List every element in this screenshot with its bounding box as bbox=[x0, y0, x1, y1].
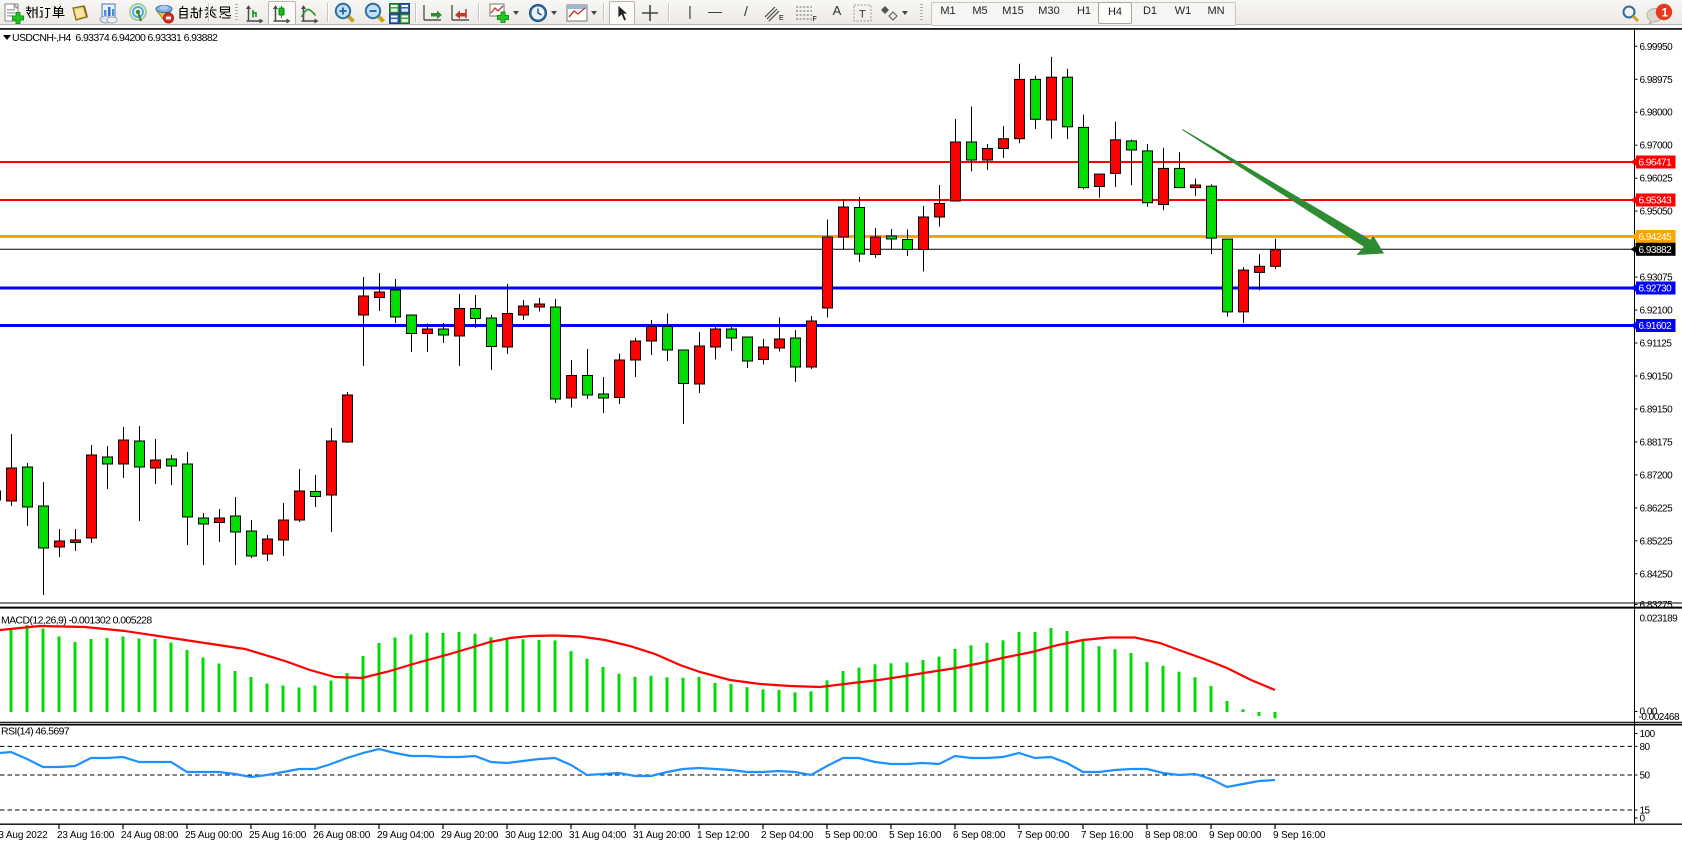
svg-text:6.91125: 6.91125 bbox=[1640, 339, 1673, 350]
svg-text:F: F bbox=[813, 16, 817, 22]
svg-text:29 Aug 04:00: 29 Aug 04:00 bbox=[377, 830, 435, 841]
svg-text:29 Aug 20:00: 29 Aug 20:00 bbox=[441, 830, 499, 841]
svg-text:31 Aug 20:00: 31 Aug 20:00 bbox=[633, 830, 691, 841]
svg-text:9 Sep 00:00: 9 Sep 00:00 bbox=[1209, 830, 1262, 841]
svg-text:50: 50 bbox=[1640, 771, 1651, 782]
svg-text:25 Aug 16:00: 25 Aug 16:00 bbox=[249, 830, 307, 841]
svg-text:1 Sep 12:00: 1 Sep 12:00 bbox=[697, 830, 750, 841]
svg-text:6.87200: 6.87200 bbox=[1640, 470, 1674, 481]
svg-text:26 Aug 08:00: 26 Aug 08:00 bbox=[313, 830, 371, 841]
svg-text:6.83275: 6.83275 bbox=[1640, 600, 1674, 611]
svg-text:8 Sep 08:00: 8 Sep 08:00 bbox=[1145, 830, 1198, 841]
svg-text:6.89150: 6.89150 bbox=[1640, 405, 1674, 416]
svg-text:24 Aug 08:00: 24 Aug 08:00 bbox=[121, 830, 179, 841]
svg-text:100: 100 bbox=[1640, 729, 1656, 740]
svg-text:6.85225: 6.85225 bbox=[1640, 536, 1674, 547]
svg-text:6.88175: 6.88175 bbox=[1640, 437, 1674, 448]
svg-text:6.90150: 6.90150 bbox=[1640, 372, 1674, 383]
svg-text:E: E bbox=[779, 15, 784, 22]
svg-text:MACD(12,26,9) -0.001302 0.0052: MACD(12,26,9) -0.001302 0.005228 bbox=[1, 615, 152, 627]
svg-text:30 Aug 12:00: 30 Aug 12:00 bbox=[505, 830, 563, 841]
svg-text:23 Aug 16:00: 23 Aug 16:00 bbox=[57, 830, 115, 841]
svg-text:31 Aug 04:00: 31 Aug 04:00 bbox=[569, 830, 627, 841]
svg-text:7 Sep 00:00: 7 Sep 00:00 bbox=[1017, 830, 1070, 841]
svg-text:RSI(14) 46.5697: RSI(14) 46.5697 bbox=[1, 726, 70, 738]
svg-text:15: 15 bbox=[1640, 806, 1651, 817]
svg-text:9 Sep 16:00: 9 Sep 16:00 bbox=[1273, 830, 1326, 841]
svg-text:6.95343: 6.95343 bbox=[1639, 196, 1673, 207]
svg-text:6.99950: 6.99950 bbox=[1640, 42, 1674, 53]
svg-text:6.93075: 6.93075 bbox=[1640, 273, 1674, 284]
svg-text:-0.002468: -0.002468 bbox=[1639, 712, 1680, 723]
svg-text:0: 0 bbox=[1640, 814, 1646, 825]
svg-text:0.00: 0.00 bbox=[1640, 707, 1658, 718]
svg-text:5 Sep 16:00: 5 Sep 16:00 bbox=[889, 830, 942, 841]
svg-text:6 Sep 08:00: 6 Sep 08:00 bbox=[953, 830, 1006, 841]
svg-text:80: 80 bbox=[1640, 742, 1651, 753]
svg-text:6.94245: 6.94245 bbox=[1639, 232, 1673, 243]
svg-text:6.92730: 6.92730 bbox=[1639, 284, 1673, 295]
svg-text:USDCNH-,H4 6.93374 6.94200 6.: USDCNH-,H4 6.93374 6.94200 6.93331 6.938… bbox=[12, 32, 218, 44]
svg-text:6.97000: 6.97000 bbox=[1640, 141, 1674, 152]
svg-text:6.91602: 6.91602 bbox=[1639, 321, 1673, 332]
svg-text:23 Aug 2022: 23 Aug 2022 bbox=[0, 830, 48, 841]
svg-text:6.86225: 6.86225 bbox=[1640, 503, 1674, 514]
svg-text:6.96471: 6.96471 bbox=[1639, 158, 1673, 169]
svg-text:6.96025: 6.96025 bbox=[1640, 174, 1674, 185]
svg-text:0.023189: 0.023189 bbox=[1640, 614, 1679, 625]
svg-text:2 Sep 04:00: 2 Sep 04:00 bbox=[761, 830, 814, 841]
svg-text:25 Aug 00:00: 25 Aug 00:00 bbox=[185, 830, 243, 841]
svg-text:6.93882: 6.93882 bbox=[1639, 245, 1673, 256]
svg-text:6.84250: 6.84250 bbox=[1640, 569, 1674, 580]
svg-text:7 Sep 16:00: 7 Sep 16:00 bbox=[1081, 830, 1134, 841]
svg-text:5 Sep 00:00: 5 Sep 00:00 bbox=[825, 830, 878, 841]
svg-text:6.95050: 6.95050 bbox=[1640, 207, 1674, 218]
svg-text:6.92100: 6.92100 bbox=[1640, 306, 1674, 317]
svg-text:6.98975: 6.98975 bbox=[1640, 75, 1674, 86]
svg-text:T: T bbox=[859, 9, 866, 21]
svg-text:1: 1 bbox=[1662, 6, 1669, 20]
svg-text:6.98000: 6.98000 bbox=[1640, 108, 1674, 119]
